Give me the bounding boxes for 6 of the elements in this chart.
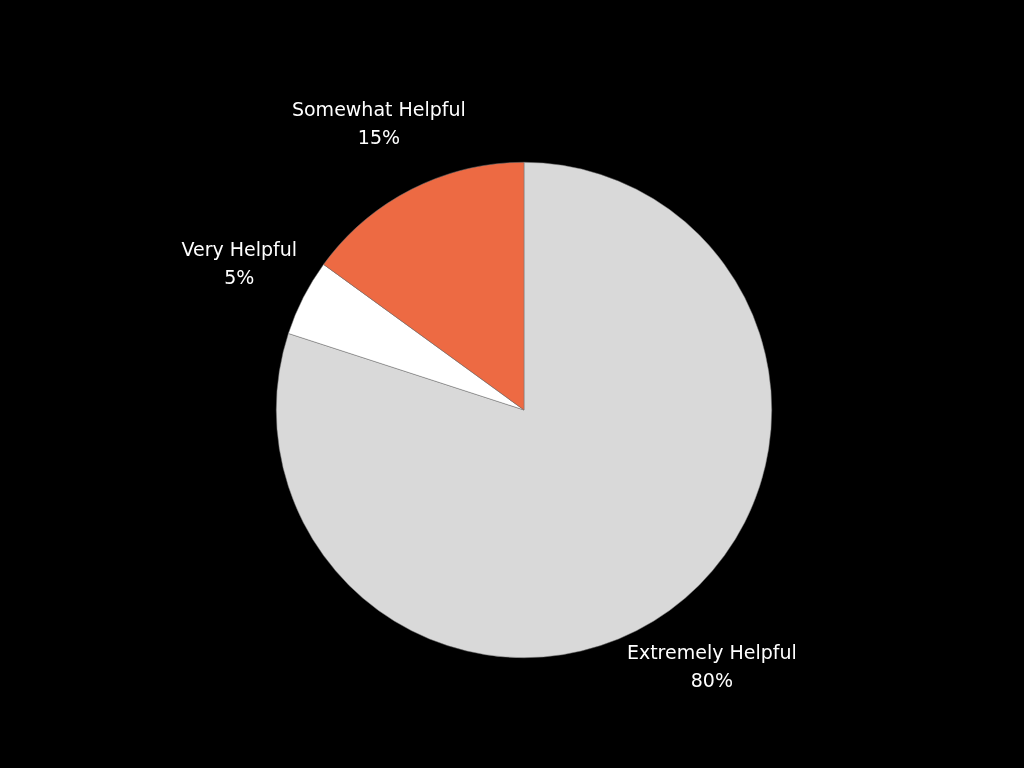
- data-label: 80%: [690, 669, 733, 692]
- slice-label: Somewhat Helpful: [291, 98, 466, 121]
- slice-label: Extremely Helpful: [626, 641, 797, 664]
- slice-label: Very Helpful: [181, 237, 298, 260]
- data-label: 15%: [357, 126, 401, 149]
- data-label: 5%: [224, 265, 255, 288]
